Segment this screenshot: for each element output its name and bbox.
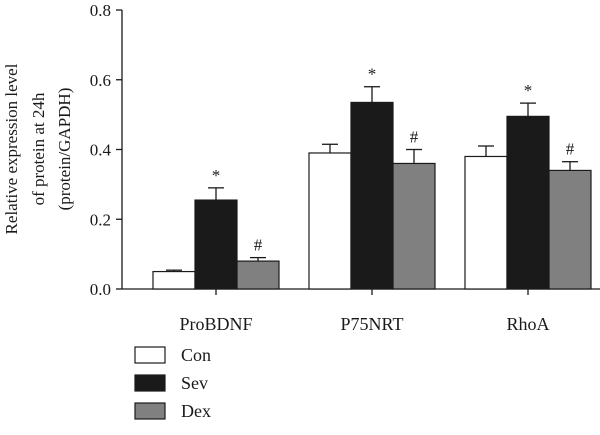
y-axis-title-line: Relative expression level — [2, 63, 21, 234]
y-axis-title: Relative expression level of protein at 2… — [2, 63, 74, 234]
y-axis-title-line: of protein at 24h — [29, 92, 48, 205]
y-tick-label: 0.0 — [90, 280, 111, 299]
legend-swatch-con — [134, 346, 166, 364]
significance-marker: * — [368, 65, 377, 84]
x-tick-label: ProBDNF — [179, 314, 252, 334]
bar-con-p75nrt — [308, 152, 352, 290]
y-axis-title-line: (protein/GAPDH) — [55, 88, 74, 211]
legend-swatch-dex — [134, 402, 166, 420]
legend-swatch-sev — [134, 374, 166, 392]
bar-dex-probdnf — [236, 260, 280, 290]
bars: * # * # * # — [152, 65, 592, 290]
significance-marker: # — [254, 236, 263, 255]
y-axis: 0.0 0.2 0.4 0.6 0.8 — [90, 1, 123, 299]
bar-sev-rhoa — [506, 115, 550, 290]
significance-marker: * — [212, 166, 221, 185]
bar-dex-rhoa — [548, 169, 592, 290]
y-tick-label: 0.6 — [90, 71, 111, 90]
legend-label: Con — [181, 345, 211, 365]
legend-label: Dex — [181, 401, 211, 421]
y-tick-label: 0.2 — [90, 210, 111, 229]
significance-marker: # — [566, 140, 575, 159]
x-tick-label: P75NRT — [341, 314, 404, 334]
y-tick-label: 0.8 — [90, 1, 111, 20]
legend: Con Sev Dex — [134, 345, 211, 421]
legend-label: Sev — [181, 373, 208, 393]
x-axis: ProBDNF P75NRT RhoA — [122, 288, 600, 334]
bar-sev-probdnf — [194, 199, 238, 290]
bar-sev-p75nrt — [350, 101, 394, 290]
significance-marker: # — [410, 128, 419, 147]
significance-marker: * — [524, 81, 533, 100]
x-tick-label: RhoA — [506, 314, 549, 334]
bar-dex-p75nrt — [392, 162, 436, 290]
bar-con-probdnf — [152, 270, 196, 290]
bar-con-rhoa — [464, 155, 508, 290]
y-tick-label: 0.4 — [90, 141, 112, 160]
